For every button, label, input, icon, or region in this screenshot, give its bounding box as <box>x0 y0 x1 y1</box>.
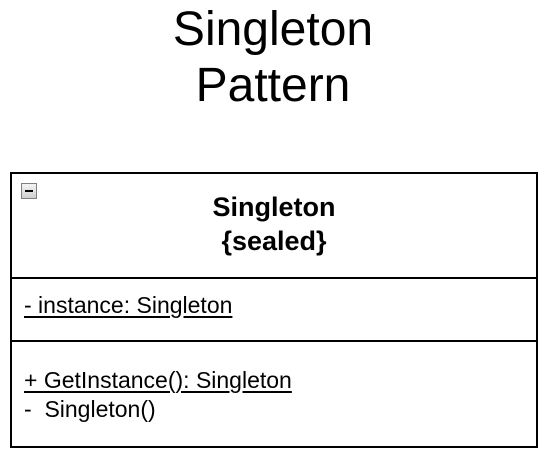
operation-get-instance: + GetInstance(): Singleton <box>24 367 292 393</box>
operation-constructor: - Singleton() <box>24 396 156 422</box>
diagram-title: Singleton Pattern <box>0 2 546 114</box>
diagram-title-line-2: Pattern <box>195 59 351 112</box>
class-header: Singleton {sealed} <box>12 174 536 279</box>
diagram-title-line-1: Singleton <box>172 3 374 56</box>
attribute-instance: - instance: Singleton <box>24 292 233 318</box>
collapse-minus-icon[interactable] <box>21 183 37 199</box>
class-name: Singleton <box>212 192 336 222</box>
uml-class-box[interactable]: Singleton {sealed} - instance: Singleton… <box>10 172 538 448</box>
class-stereotype: {sealed} <box>221 226 327 256</box>
attributes-compartment <box>12 279 536 342</box>
